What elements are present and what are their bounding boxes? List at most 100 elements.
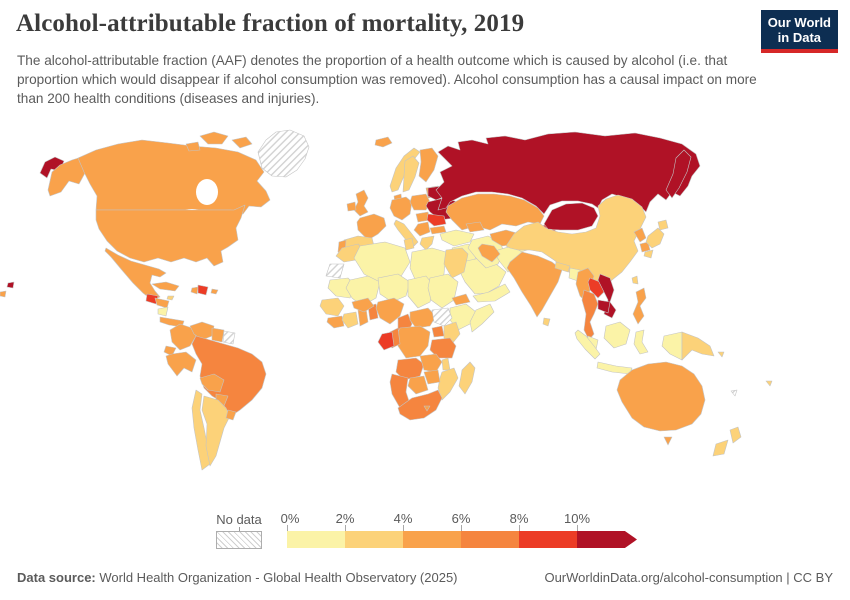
map-region-sierra-leone-liberia[interactable]	[326, 315, 345, 329]
map-region-cuba[interactable]	[151, 281, 180, 292]
map-region-central-african-republic[interactable]	[409, 307, 437, 329]
map-region-mexico[interactable]	[104, 247, 167, 301]
map-region-zimbabwe[interactable]	[423, 369, 441, 385]
map-region-jamaica[interactable]	[166, 295, 175, 301]
map-region-canada[interactable]	[77, 139, 271, 215]
map-region-western-sahara[interactable]	[325, 263, 345, 279]
map-region-indonesia-sulawesi[interactable]	[633, 329, 649, 355]
map-region-sudan[interactable]	[427, 273, 459, 309]
map-region-canada-arctic-1[interactable]	[199, 131, 229, 145]
map-region-japan-kyushu[interactable]	[643, 249, 654, 259]
map-region-us-pacific-dot[interactable]	[0, 290, 7, 298]
owid-logo[interactable]: Our World in Data	[760, 10, 838, 53]
map-region-egypt[interactable]	[443, 247, 469, 279]
map-region-new-zealand-south[interactable]	[712, 439, 729, 457]
map-region-turkmenistan[interactable]	[477, 243, 501, 263]
map-region-burkina-faso[interactable]	[351, 297, 375, 313]
map-region-senegal-guinea[interactable]	[319, 297, 345, 317]
map-region-solomon-islands[interactable]	[717, 351, 725, 358]
map-region-canada-arctic-3[interactable]	[185, 141, 201, 152]
map-region-indonesia-sumatra[interactable]	[574, 329, 601, 360]
map-region-france[interactable]	[356, 213, 387, 241]
map-region-gabon[interactable]	[377, 331, 395, 351]
map-region-new-zealand-north[interactable]	[729, 426, 742, 444]
map-region-poland[interactable]	[409, 193, 431, 211]
map-region-botswana[interactable]	[407, 375, 429, 395]
map-region-chad[interactable]	[407, 275, 435, 309]
map-region-eritrea[interactable]	[451, 293, 471, 306]
legend-swatch-4-6[interactable]	[403, 531, 461, 548]
map-region-philippines[interactable]	[632, 287, 647, 325]
map-region-georgia-azerbaijan[interactable]	[465, 221, 485, 233]
legend-swatch-0-2[interactable]	[287, 531, 345, 548]
map-region-angola[interactable]	[395, 357, 425, 381]
map-region-greenland[interactable]	[257, 129, 310, 178]
map-region-indonesia-papua[interactable]	[661, 331, 683, 361]
map-region-indonesia-java[interactable]	[596, 361, 633, 375]
map-region-papua-new-guinea[interactable]	[681, 331, 715, 361]
map-region-greece[interactable]	[419, 235, 435, 251]
map-region-russia-kamchatka[interactable]	[665, 149, 692, 199]
map-region-nepal[interactable]	[554, 261, 571, 273]
map-region-russia-wrap-dot[interactable]	[6, 281, 15, 289]
map-region-zambia[interactable]	[419, 353, 443, 373]
map-region-romania[interactable]	[426, 213, 447, 227]
map-region-drc[interactable]	[395, 325, 431, 359]
map-region-tasmania[interactable]	[663, 436, 673, 446]
map-region-cambodia[interactable]	[597, 299, 611, 314]
map-region-uruguay[interactable]	[225, 409, 237, 421]
map-region-australia[interactable]	[616, 361, 706, 432]
map-region-nigeria[interactable]	[375, 297, 405, 325]
map-region-uganda[interactable]	[431, 325, 445, 338]
map-region-fiji[interactable]	[765, 380, 773, 387]
map-region-dominican-republic[interactable]	[197, 284, 209, 296]
map-region-japan-honshu[interactable]	[645, 227, 665, 249]
map-region-japan-hokkaido[interactable]	[657, 219, 669, 231]
map-region-french-guiana[interactable]	[222, 330, 236, 345]
map-region-new-caledonia[interactable]	[730, 389, 738, 397]
map-region-malawi[interactable]	[441, 357, 451, 371]
map-region-iceland[interactable]	[374, 136, 393, 148]
no-data-swatch[interactable]	[216, 531, 262, 549]
map-region-south-africa[interactable]	[397, 389, 443, 421]
footer-link[interactable]: OurWorldinData.org/alcohol-consumption |…	[544, 570, 833, 585]
legend-swatch-8-10[interactable]	[519, 531, 577, 548]
map-region-south-korea[interactable]	[639, 241, 651, 253]
map-region-south-sudan[interactable]	[431, 307, 453, 327]
map-region-haiti[interactable]	[190, 286, 199, 295]
legend-swatch-over-10[interactable]	[577, 531, 615, 548]
map-region-serbia[interactable]	[413, 221, 431, 237]
map-region-united-kingdom[interactable]	[353, 189, 369, 217]
map-region-honduras[interactable]	[154, 297, 170, 309]
map-region-north-korea[interactable]	[633, 227, 647, 243]
map-region-peru[interactable]	[165, 351, 197, 377]
map-region-guatemala[interactable]	[145, 293, 159, 305]
map-region-turkey[interactable]	[439, 229, 475, 247]
legend-swatch-6-8[interactable]	[461, 531, 519, 548]
map-region-argentina[interactable]	[201, 395, 231, 467]
map-region-tunisia[interactable]	[403, 237, 415, 251]
map-region-mozambique[interactable]	[437, 367, 459, 401]
map-region-thailand[interactable]	[581, 289, 599, 341]
map-region-madagascar[interactable]	[458, 361, 476, 395]
map-region-sri-lanka[interactable]	[542, 317, 551, 327]
map-region-guyana-suriname[interactable]	[211, 327, 225, 343]
map-region-tanzania[interactable]	[429, 337, 457, 359]
map-region-india[interactable]	[506, 251, 563, 318]
map-region-vietnam[interactable]	[597, 273, 617, 319]
map-region-germany[interactable]	[389, 196, 413, 221]
map-region-colombia[interactable]	[169, 323, 197, 351]
map-region-bulgaria[interactable]	[429, 225, 447, 235]
map-region-niger[interactable]	[377, 273, 411, 303]
map-region-lesotho[interactable]	[423, 405, 431, 412]
map-region-united-states[interactable]	[95, 204, 246, 267]
map-region-indonesia-borneo[interactable]	[603, 321, 631, 349]
map-region-nicaragua[interactable]	[157, 306, 169, 317]
map-region-canada-arctic-2[interactable]	[231, 136, 253, 149]
map-region-yemen-oman[interactable]	[472, 283, 511, 303]
map-region-ireland[interactable]	[346, 201, 357, 212]
map-region-bolivia[interactable]	[199, 373, 225, 393]
map-region-taiwan[interactable]	[631, 275, 639, 285]
legend-colorbar[interactable]	[287, 531, 637, 548]
map-region-mongolia[interactable]	[543, 202, 599, 231]
